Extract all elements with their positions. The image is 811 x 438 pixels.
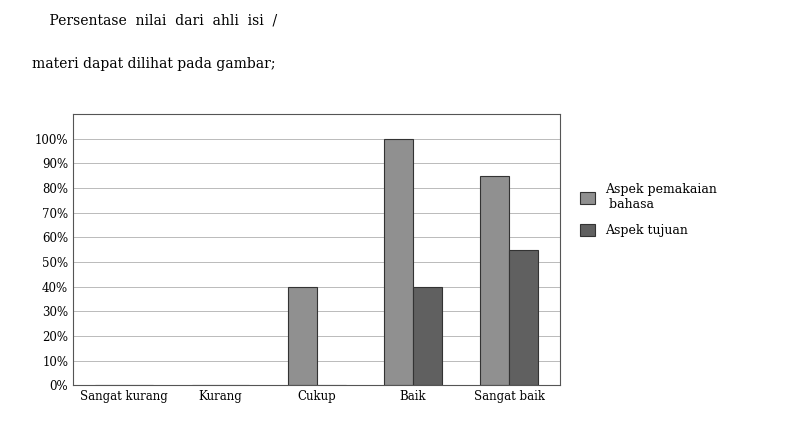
- Bar: [480, 176, 508, 385]
- Bar: [413, 287, 441, 385]
- Legend: Aspek pemakaian
 bahasa, Aspek tujuan: Aspek pemakaian bahasa, Aspek tujuan: [574, 178, 721, 242]
- Bar: [384, 138, 413, 385]
- Bar: [508, 250, 538, 385]
- Text: materi dapat dilihat pada gambar;: materi dapat dilihat pada gambar;: [32, 57, 276, 71]
- Text: Persentase  nilai  dari  ahli  isi  /: Persentase nilai dari ahli isi /: [32, 13, 277, 27]
- Bar: [287, 287, 316, 385]
